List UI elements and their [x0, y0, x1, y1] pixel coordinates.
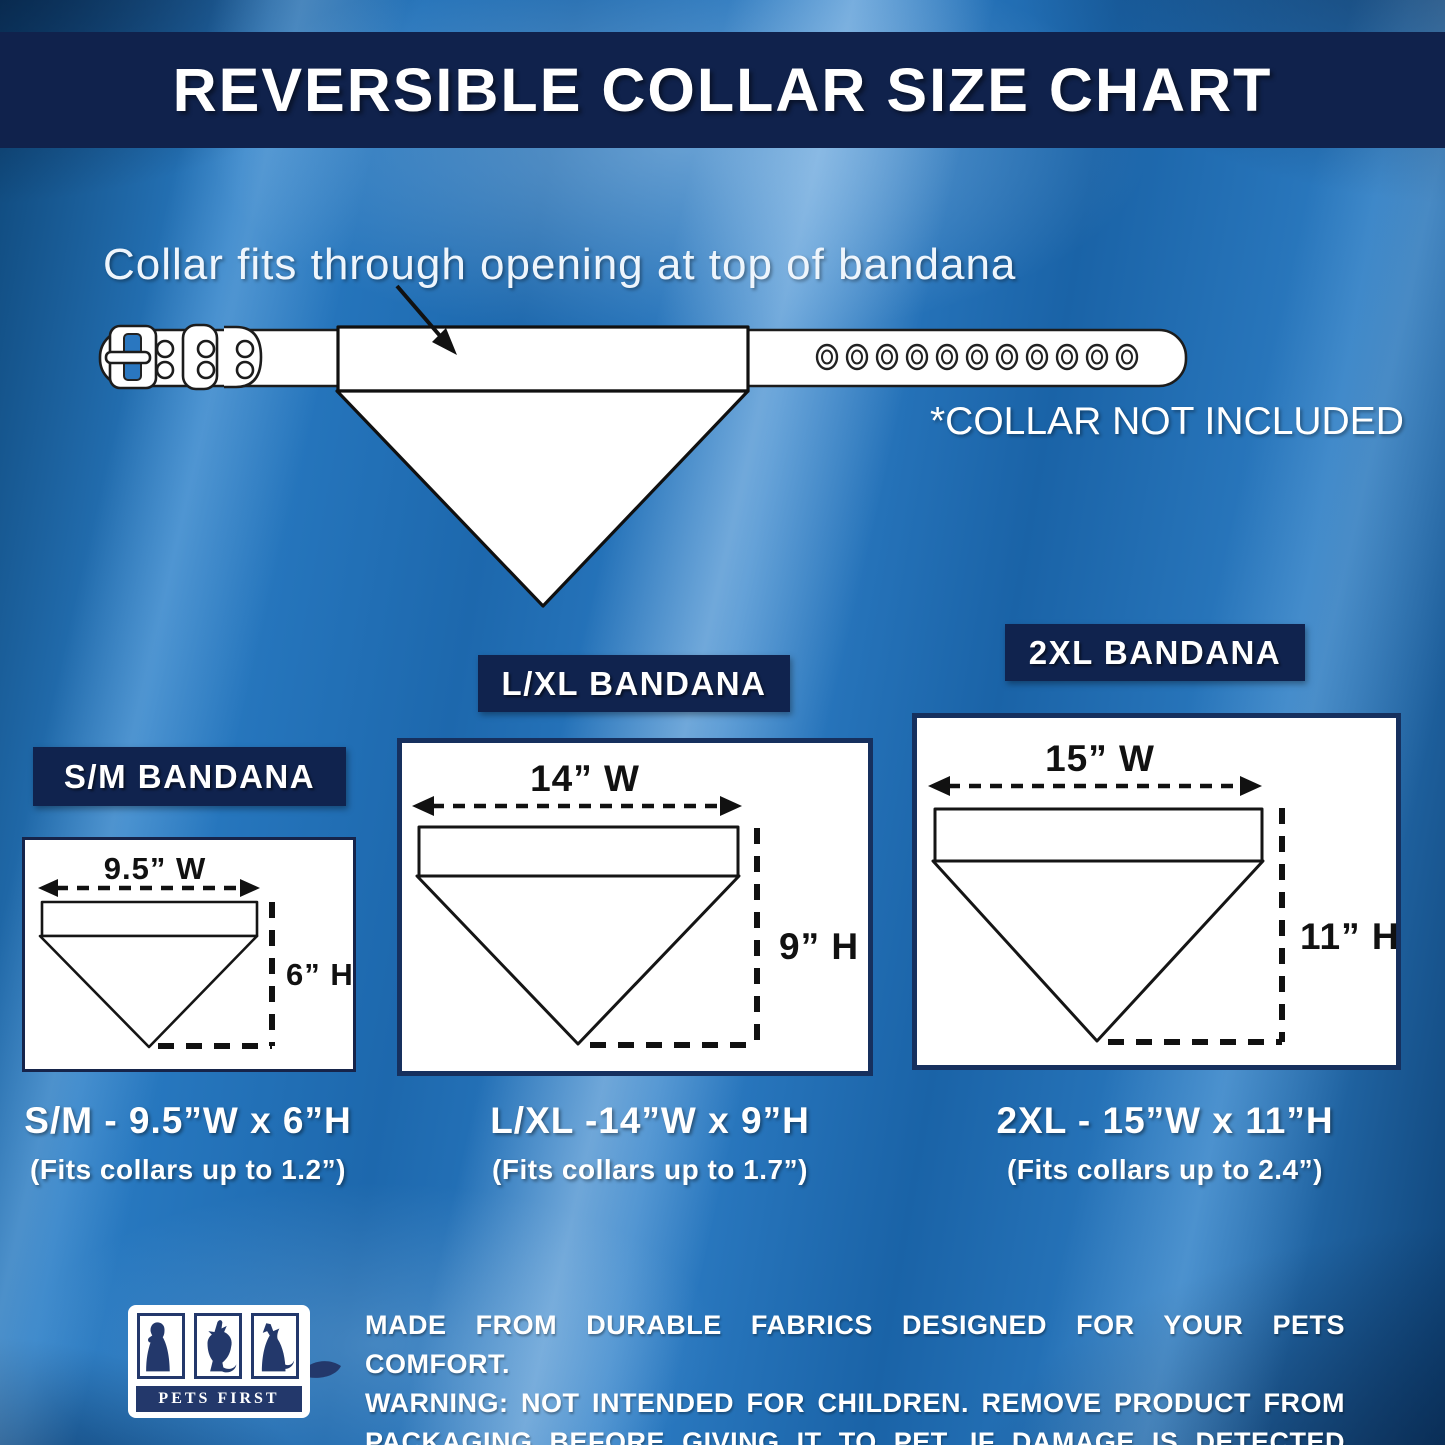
2xl-fits-caption: (Fits collars up to 2.4”)	[1007, 1154, 1323, 1185]
2xl-height-label: 11” H	[1300, 916, 1400, 957]
warning-line-3: PACKAGING BEFORE GIVING IT TO PET. IF DA…	[365, 1427, 1345, 1445]
warning-line-2: WARNING: NOT INTENDED FOR CHILDREN. REMO…	[365, 1388, 1345, 1418]
sm-fits-caption: (Fits collars up to 1.2”)	[30, 1154, 346, 1185]
collar-strap-drawing	[98, 323, 1188, 391]
pointer-arrow	[395, 284, 457, 355]
size-label-lxl: L/XL BANDANA	[478, 655, 790, 712]
shepherd-dog-icon	[261, 1323, 295, 1372]
lxl-caption-block: L/XL -14”W x 9”H (Fits collars up to 1.7…	[420, 1100, 880, 1186]
logo-name-strip: PETS FIRST	[136, 1386, 302, 1412]
page-title: REVERSIBLE COLLAR SIZE CHART	[172, 56, 1273, 124]
lxl-caption: L/XL -14”W x 9”H	[490, 1100, 810, 1141]
pets-first-logo: PETS FIRST	[128, 1305, 310, 1418]
lxl-width-label: 14” W	[530, 758, 640, 799]
dog-tail-icon	[303, 1361, 341, 1378]
2xl-caption-block: 2XL - 15”W x 11”H (Fits collars up to 2.…	[930, 1100, 1400, 1186]
size-label-sm: S/M BANDANA	[33, 747, 346, 806]
collar-caption: Collar fits through opening at top of ba…	[103, 240, 1017, 289]
sm-caption: S/M - 9.5”W x 6”H	[24, 1100, 352, 1141]
sm-width-label: 9.5” W	[103, 851, 207, 886]
lxl-fits-caption: (Fits collars up to 1.7”)	[492, 1154, 808, 1185]
2xl-caption: 2XL - 15”W x 11”H	[996, 1100, 1334, 1141]
begging-dog-icon	[207, 1320, 237, 1373]
size-label-2xl: 2XL BANDANA	[1005, 624, 1305, 681]
logo-frame-3	[251, 1313, 299, 1379]
2xl-width-label: 15” W	[1045, 738, 1155, 779]
lxl-height-label: 9” H	[779, 926, 860, 967]
logo-text: PETS FIRST	[158, 1390, 280, 1407]
sitting-dog-icon	[146, 1322, 170, 1372]
sm-caption-block: S/M - 9.5”W x 6”H (Fits collars up to 1.…	[8, 1100, 368, 1186]
warning-line-1: MADE FROM DURABLE FABRICS DESIGNED FOR Y…	[365, 1310, 1345, 1379]
bandana-drawing	[335, 325, 750, 608]
collar-holes	[815, 343, 1139, 371]
logo-frame-2	[194, 1313, 242, 1379]
warning-text-block: MADE FROM DURABLE FABRICS DESIGNED FOR Y…	[365, 1306, 1345, 1445]
logo-frame-1	[137, 1313, 185, 1379]
sm-height-label: 6” H	[286, 957, 354, 992]
collar-not-included-note: *COLLAR NOT INCLUDED	[930, 400, 1404, 443]
title-band: REVERSIBLE COLLAR SIZE CHART	[0, 32, 1445, 148]
